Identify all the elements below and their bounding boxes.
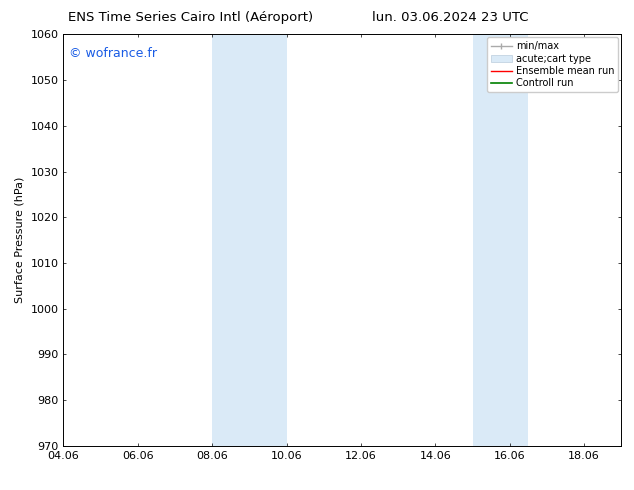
Text: lun. 03.06.2024 23 UTC: lun. 03.06.2024 23 UTC bbox=[372, 11, 528, 24]
Bar bbox=[212, 34, 287, 446]
Legend: min/max, acute;cart type, Ensemble mean run, Controll run: min/max, acute;cart type, Ensemble mean … bbox=[487, 37, 618, 92]
Y-axis label: Surface Pressure (hPa): Surface Pressure (hPa) bbox=[15, 177, 25, 303]
Text: © wofrance.fr: © wofrance.fr bbox=[69, 47, 157, 60]
Text: ENS Time Series Cairo Intl (Aéroport): ENS Time Series Cairo Intl (Aéroport) bbox=[68, 11, 313, 24]
Bar bbox=[472, 34, 528, 446]
